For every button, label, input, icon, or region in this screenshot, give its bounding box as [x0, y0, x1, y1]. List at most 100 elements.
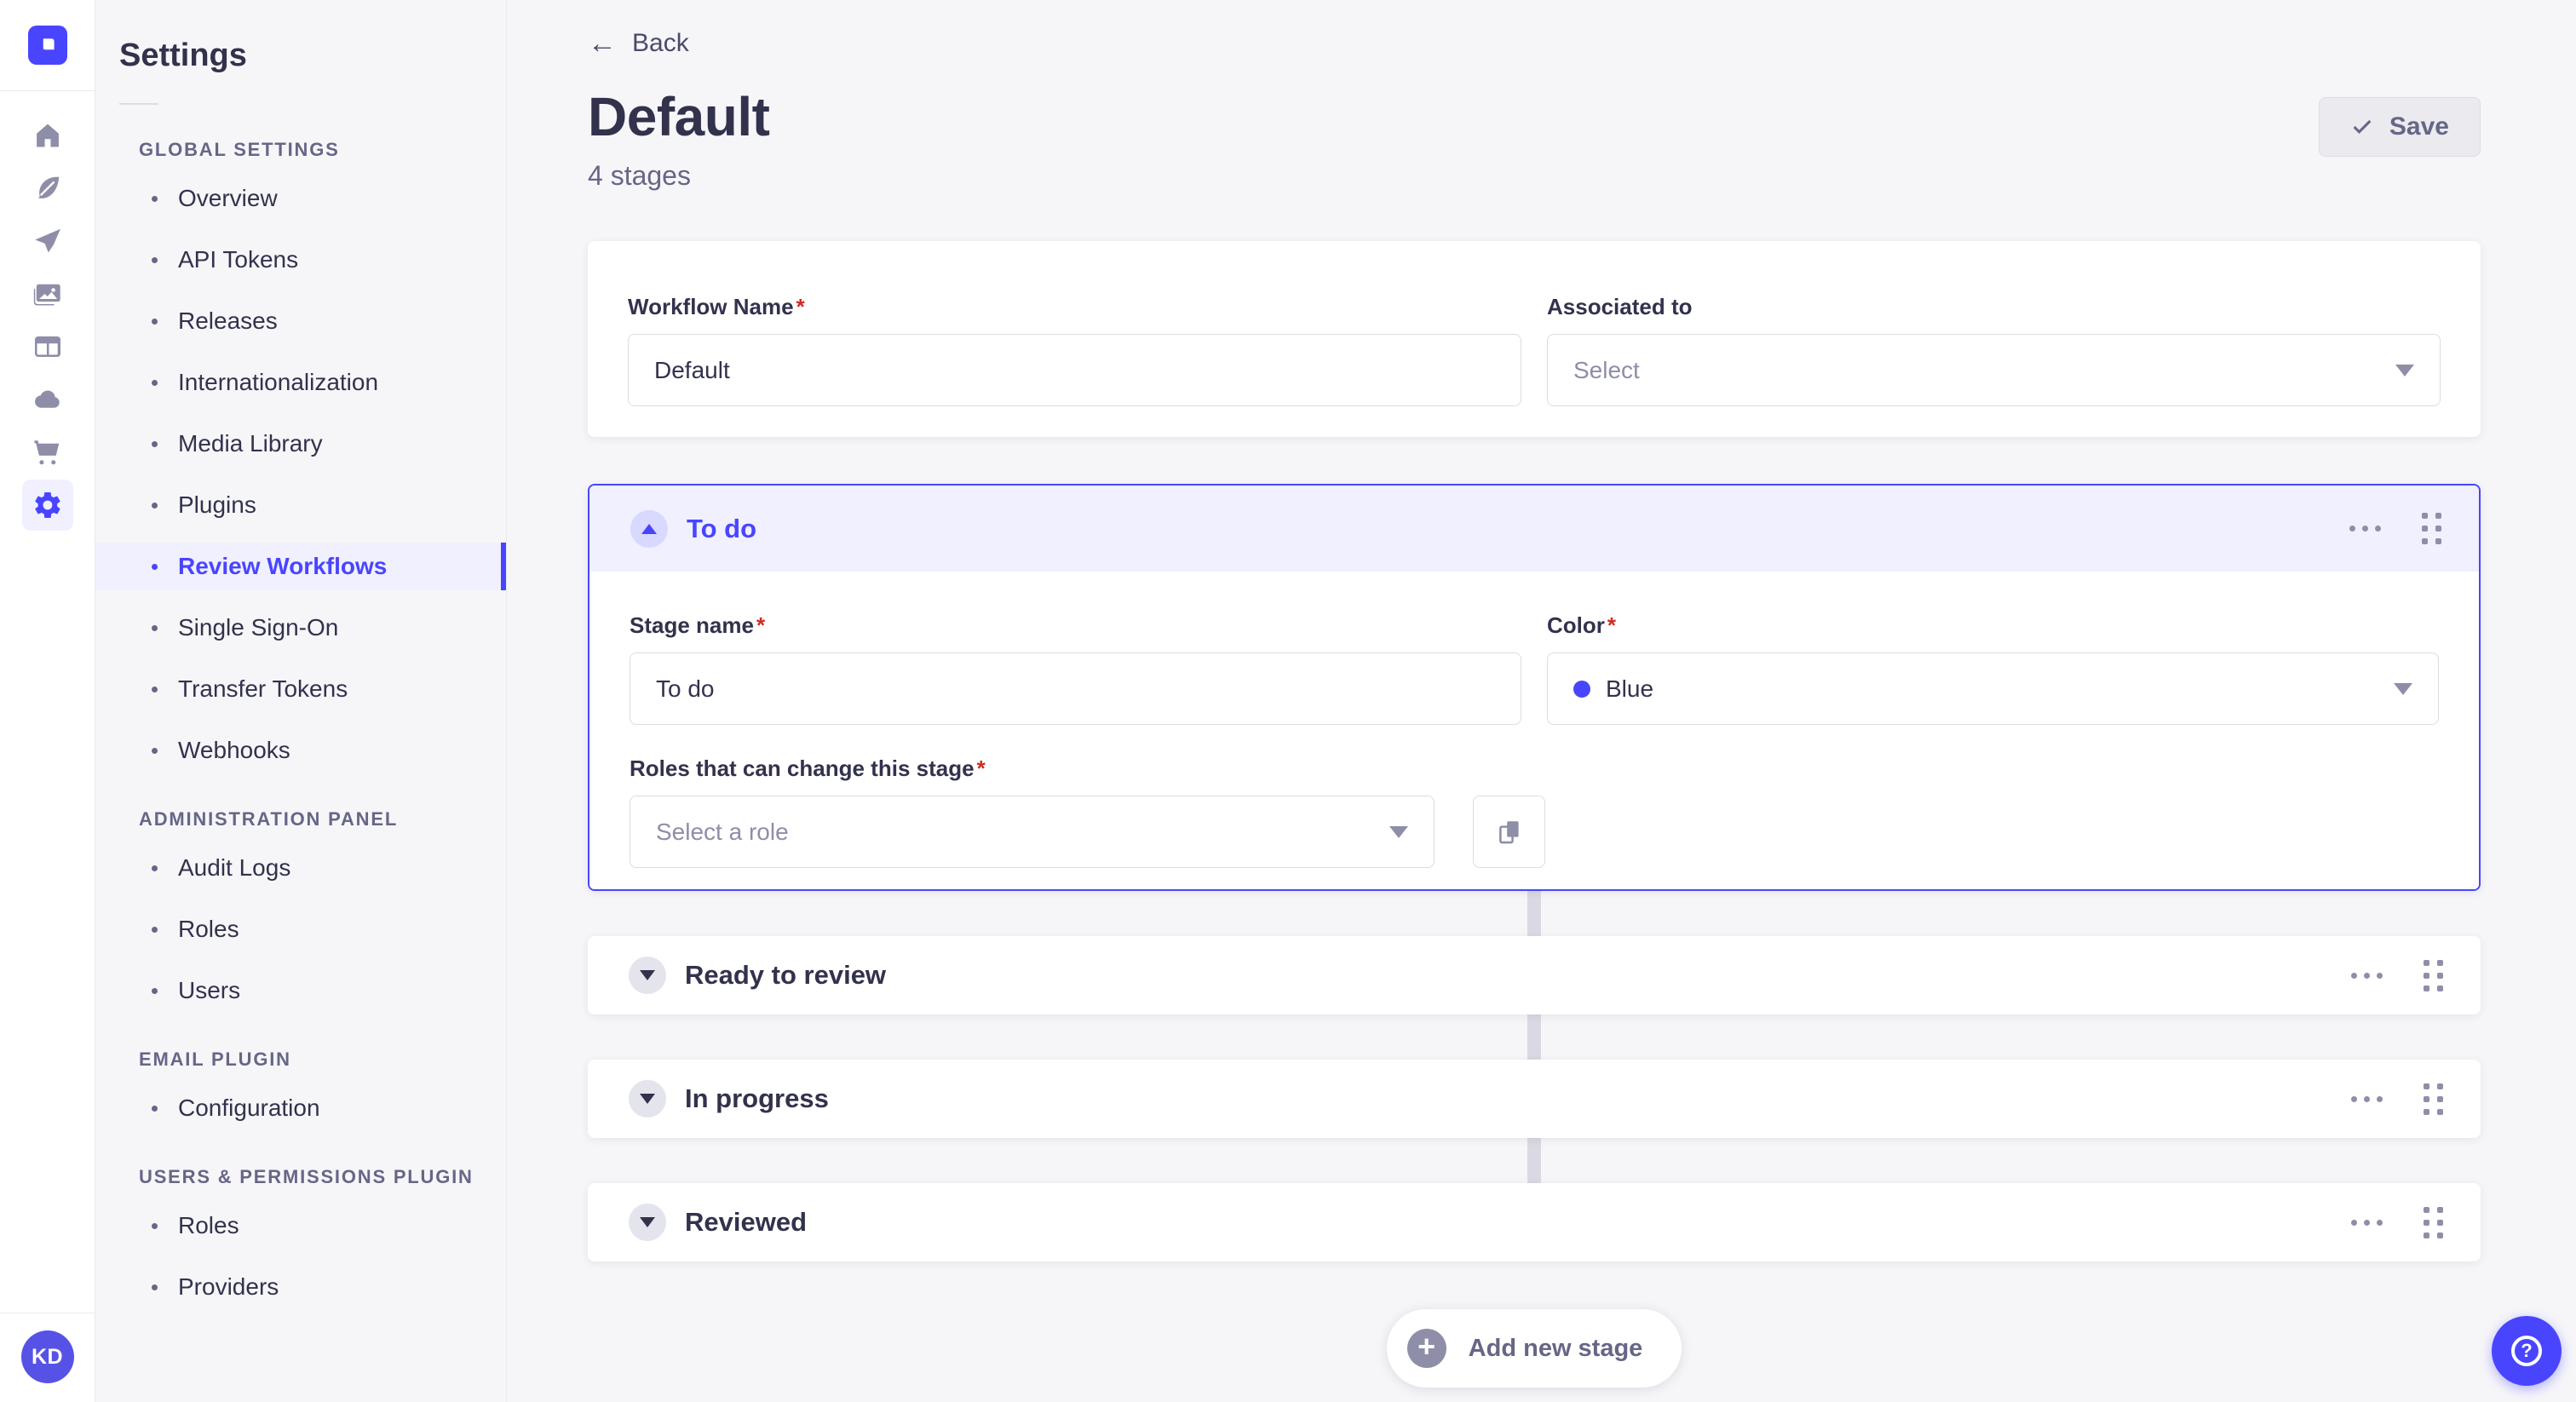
sidebar-item[interactable]: Users [95, 967, 506, 1014]
drag-handle-icon[interactable] [2420, 957, 2447, 995]
sidebar-item[interactable]: Transfer Tokens [95, 665, 506, 713]
associated-to-label: Associated to [1547, 294, 1693, 319]
bullet-icon [152, 318, 158, 325]
drag-handle-icon[interactable] [2418, 509, 2445, 548]
bullet-icon [152, 1284, 158, 1290]
stage-menu-button[interactable] [2348, 519, 2383, 538]
stage-header-to-do[interactable]: To do [589, 486, 2479, 572]
required-asterisk: * [756, 612, 766, 638]
bullet-icon [152, 502, 158, 509]
stages-list: To do Stage name* Color* [588, 484, 2481, 1388]
bullet-icon [152, 987, 158, 994]
plus-icon: + [1406, 1329, 1446, 1368]
sidebar-item[interactable]: Review Workflows [95, 543, 506, 590]
associated-to-select[interactable]: Select [1547, 334, 2441, 406]
duplicate-stage-button[interactable] [1473, 796, 1545, 868]
stage-card-collapsed[interactable]: Ready to review [588, 936, 2481, 1014]
sidebar-item[interactable]: API Tokens [95, 236, 506, 284]
user-avatar[interactable]: KD [20, 1330, 74, 1383]
media-library-icon[interactable] [22, 268, 73, 319]
stage-title: Reviewed [685, 1207, 808, 1237]
bullet-icon [152, 926, 158, 933]
sidebar-item[interactable]: Overview [95, 175, 506, 222]
chevron-down-icon [640, 1094, 655, 1104]
bullet-icon [152, 379, 158, 386]
main-content: ← Back Default 4 stages Save Workflow Na… [508, 0, 2576, 1402]
sidebar-item[interactable]: Providers [95, 1263, 506, 1311]
sidebar-item[interactable]: Roles [95, 1202, 506, 1250]
stage-name-label: Stage name * [630, 612, 766, 638]
settings-gear-icon[interactable] [21, 480, 73, 531]
bullet-icon [152, 1105, 158, 1112]
workflow-name-field: Workflow Name * [628, 294, 1521, 406]
section-label-users-permissions-plugin: USERS & PERMISSIONS PLUGIN [139, 1166, 474, 1187]
help-icon: ? [2511, 1336, 2542, 1366]
stage-name-field: Stage name * [630, 612, 1521, 725]
expand-stage-button[interactable] [629, 1080, 666, 1118]
help-button[interactable]: ? [2492, 1316, 2562, 1386]
nav-list-administration-panel: Audit Logs Roles Users [95, 844, 506, 1014]
stage-title: In progress [685, 1083, 829, 1113]
sidebar-item[interactable]: Internationalization [95, 359, 506, 406]
bullet-icon [152, 686, 158, 692]
sidebar-item[interactable]: Releases [95, 297, 506, 345]
chevron-down-icon [1389, 825, 1408, 838]
sidebar-item[interactable]: Plugins [95, 481, 506, 529]
strapi-logo[interactable] [27, 26, 67, 65]
content-feather-icon[interactable] [22, 163, 73, 214]
section-label-administration-panel: ADMINISTRATION PANEL [139, 808, 399, 830]
stage-color-field: Color * Blue [1547, 612, 2439, 725]
stage-menu-button[interactable] [2349, 966, 2384, 985]
stage-title: Ready to review [685, 960, 887, 990]
title-divider [119, 103, 158, 105]
stage-card-collapsed[interactable]: In progress [588, 1060, 2481, 1138]
save-button[interactable]: Save [2318, 97, 2481, 157]
section-label-email-plugin: EMAIL PLUGIN [139, 1049, 291, 1070]
cloud-icon[interactable] [22, 374, 73, 425]
section-label-global-settings: GLOBAL SETTINGS [139, 139, 340, 160]
stage-roles-select[interactable]: Select a role [630, 796, 1435, 868]
check-icon [2353, 119, 2372, 134]
home-icon[interactable] [22, 110, 73, 161]
back-link[interactable]: ← Back [588, 24, 689, 63]
layout-panel-icon[interactable] [22, 321, 73, 372]
back-label: Back [632, 29, 689, 57]
stage-color-select[interactable]: Blue [1547, 652, 2439, 725]
stage-card-collapsed[interactable]: Reviewed [588, 1183, 2481, 1261]
workflow-name-input[interactable] [628, 334, 1521, 406]
expand-stage-button[interactable] [629, 957, 666, 994]
chevron-up-icon [641, 523, 657, 534]
nav-list-email-plugin: Configuration [95, 1084, 506, 1132]
bullet-icon [152, 1222, 158, 1229]
required-asterisk: * [796, 294, 805, 319]
drag-handle-icon[interactable] [2420, 1080, 2447, 1118]
sidebar-item[interactable]: Audit Logs [95, 844, 506, 892]
chevron-down-icon [2394, 682, 2412, 695]
required-asterisk: * [1607, 612, 1617, 638]
chevron-down-icon [2395, 364, 2414, 376]
workflow-form-card: Workflow Name* Associated to Select [588, 241, 2481, 437]
marketplace-cart-icon[interactable] [22, 427, 73, 478]
strapi-logo-glyph [43, 38, 55, 50]
collapse-stage-button[interactable] [630, 509, 668, 548]
stage-menu-button[interactable] [2349, 1089, 2384, 1109]
sidebar-item[interactable]: Configuration [95, 1084, 506, 1132]
bullet-icon [152, 195, 158, 202]
bullet-icon [152, 256, 158, 263]
collapsed-stages: Ready to review In progress [588, 936, 2481, 1261]
duplicate-icon [1498, 820, 1519, 843]
drag-handle-icon[interactable] [2420, 1204, 2447, 1242]
add-new-stage-button[interactable]: + Add new stage [1386, 1309, 1682, 1388]
release-plane-icon[interactable] [22, 215, 73, 267]
sidebar-item[interactable]: Single Sign-On [95, 604, 506, 652]
stage-menu-button[interactable] [2349, 1213, 2384, 1232]
rail-divider [0, 90, 95, 91]
sidebar-item[interactable]: Roles [95, 905, 506, 953]
sidebar-item[interactable]: Webhooks [95, 727, 506, 774]
expand-stage-button[interactable] [629, 1204, 666, 1241]
stage-name-input[interactable] [630, 652, 1521, 725]
chevron-down-icon [640, 1217, 655, 1227]
workflow-name-label: Workflow Name * [628, 294, 805, 319]
sidebar-item[interactable]: Media Library [95, 420, 506, 468]
bullet-icon [152, 624, 158, 631]
